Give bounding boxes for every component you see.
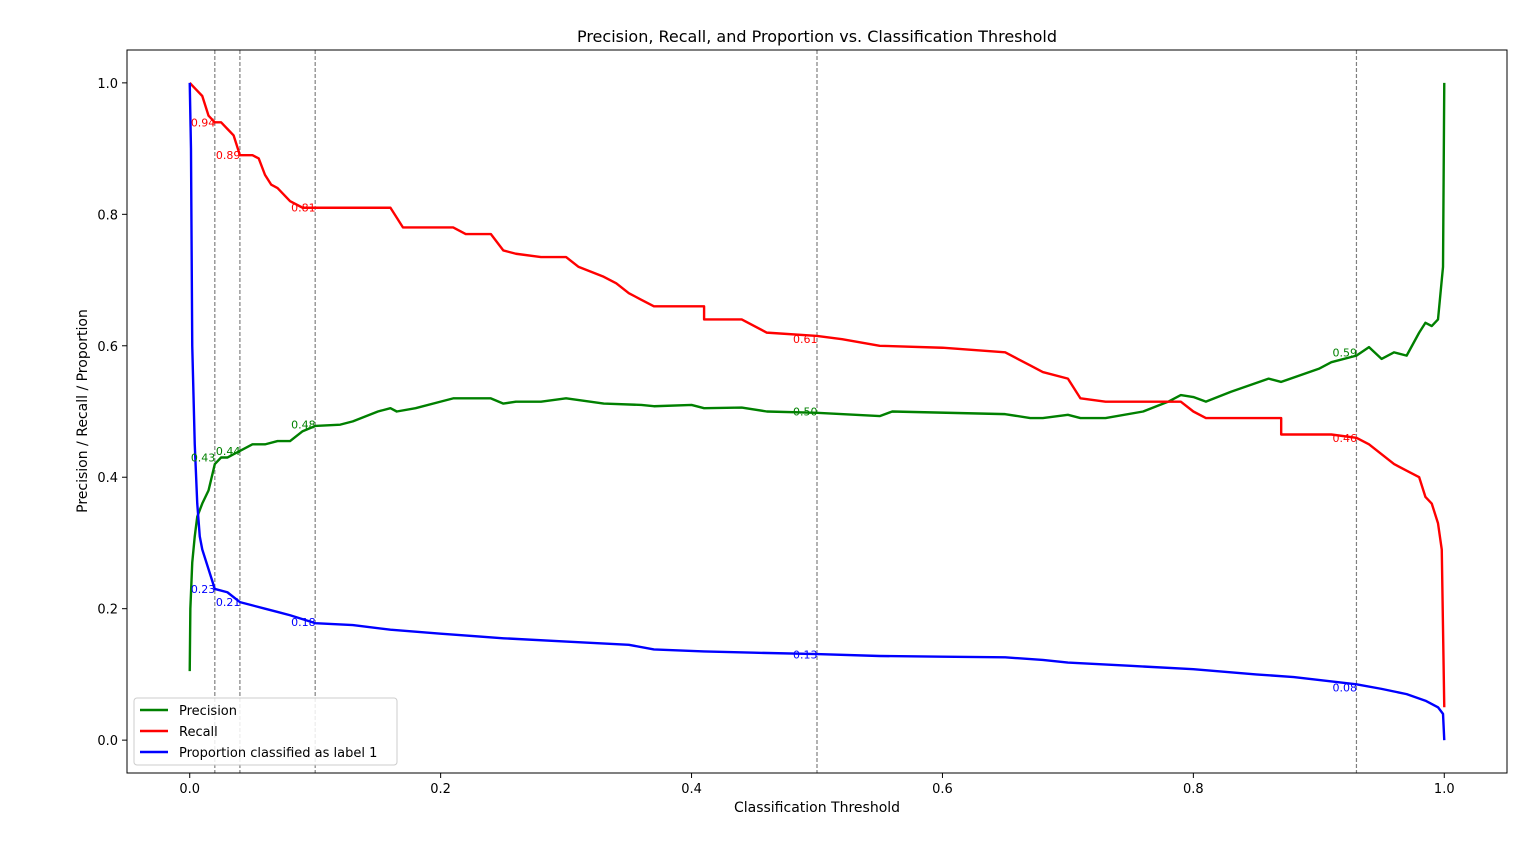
y-tick-label: 1.0 [97, 77, 118, 92]
series-line-recall [188, 82, 1446, 708]
legend-label: Proportion classified as label 1 [179, 746, 377, 761]
y-tick-label: 0.8 [97, 208, 118, 223]
x-tick-label: 1.0 [1434, 782, 1455, 797]
data-label: 0.23 [191, 583, 216, 596]
data-label: 0.43 [191, 452, 216, 465]
data-label: 0.18 [291, 616, 316, 629]
chart-title: Precision, Recall, and Proportion vs. Cl… [577, 27, 1057, 46]
series-line-precision [188, 82, 1446, 672]
legend: Precision Recall Proportion classified as … [133, 697, 398, 766]
y-axis: 0.0 0.2 0.4 0.6 0.8 1.0 [97, 77, 127, 749]
x-tick-label: 0.2 [430, 782, 451, 797]
data-label: 0.59 [1332, 346, 1357, 359]
data-label: 0.48 [291, 419, 316, 432]
y-tick-label: 0.0 [97, 734, 118, 749]
legend-label: Precision [179, 704, 237, 719]
data-label: 0.61 [793, 333, 818, 346]
plot-area-frame [126, 49, 1508, 774]
x-tick-label: 0.6 [932, 782, 953, 797]
data-label: 0.21 [216, 596, 241, 609]
x-axis: 0.0 0.2 0.4 0.6 0.8 1.0 [179, 773, 1455, 797]
data-label: 0.44 [216, 445, 241, 458]
x-axis-label: Classification Threshold [734, 800, 900, 816]
data-label: 0.50 [793, 406, 818, 419]
y-axis-label: Precision / Recall / Proportion [75, 309, 91, 513]
x-tick-label: 0.4 [681, 782, 702, 797]
data-labels: 0.430.44 0.48 0.50 0.59 0.94 0.89 0.81 0.61 0.46… [191, 116, 1357, 694]
data-label: 0.89 [216, 149, 241, 162]
data-label: 0.13 [793, 649, 818, 662]
x-tick-label: 0.0 [179, 782, 200, 797]
legend-box [133, 697, 398, 766]
data-label: 0.46 [1332, 432, 1357, 445]
series-lines [188, 82, 1446, 741]
legend-label: Recall [179, 725, 218, 740]
x-tick-label: 0.8 [1183, 782, 1204, 797]
threshold-markers [214, 50, 1358, 773]
data-label: 0.81 [291, 202, 316, 215]
series-line-proportion [188, 82, 1446, 741]
y-tick-label: 0.6 [97, 340, 118, 355]
data-label: 0.08 [1332, 682, 1357, 695]
data-label: 0.94 [191, 116, 216, 129]
y-tick-label: 0.2 [97, 603, 118, 618]
y-tick-label: 0.4 [97, 471, 118, 486]
